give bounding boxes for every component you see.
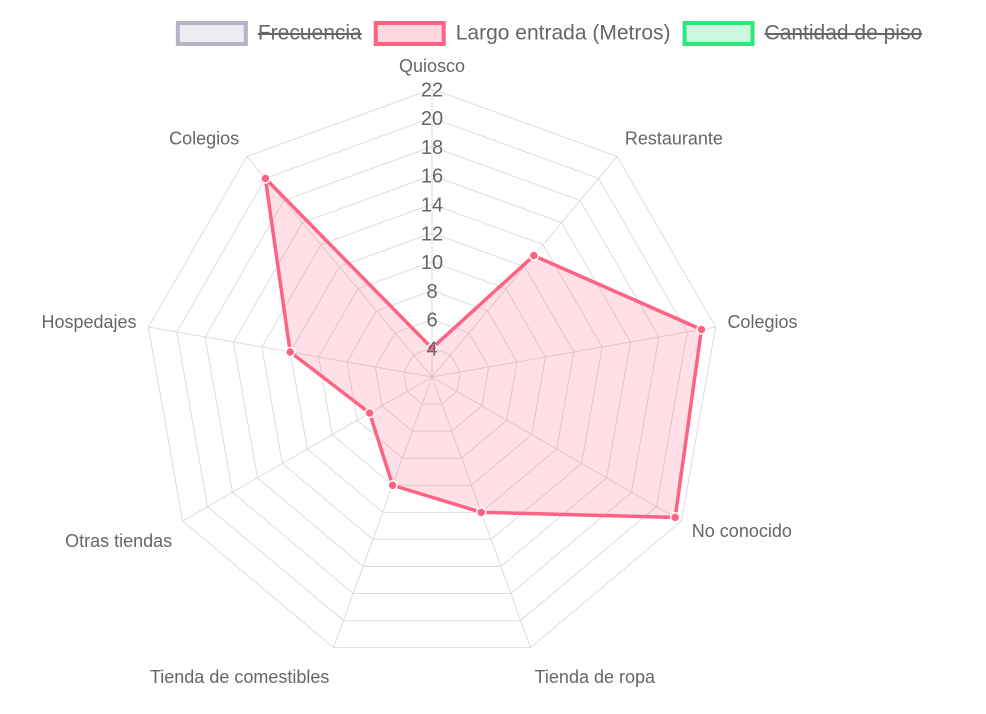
grid-line <box>147 88 717 649</box>
grid-line <box>176 117 688 622</box>
grid-line <box>403 347 461 405</box>
data-point <box>364 407 375 419</box>
legend-item[interactable]: Cantidad de piso <box>682 21 923 46</box>
point-label: Otras tiendas <box>65 531 172 551</box>
point-label: Tienda de ropa <box>535 667 656 687</box>
point-label: Colegios <box>169 128 239 148</box>
y-tick-label: 6 <box>426 310 437 332</box>
point-label: No conocido <box>692 521 792 541</box>
data-point <box>284 346 296 358</box>
data-point <box>696 324 707 335</box>
grid-line <box>374 318 490 432</box>
y-tick-label: 12 <box>421 223 443 245</box>
data-point <box>669 512 681 523</box>
grid-line <box>204 146 660 595</box>
y-tick-label: 16 <box>421 166 443 188</box>
point-label: Colegios <box>727 312 797 332</box>
y-tick-label: 18 <box>421 137 443 159</box>
y-tick-label: 14 <box>421 194 443 216</box>
legend-item[interactable]: Largo entrada (Metros) <box>373 21 671 46</box>
legend-label: Largo entrada (Metros) <box>456 22 671 45</box>
legend-swatch <box>175 21 248 46</box>
y-tick-label: 8 <box>426 281 437 303</box>
legend: Frecuencia Largo entrada (Metros) Cantidad… <box>175 21 923 46</box>
series-area <box>262 173 704 520</box>
data-point <box>387 480 398 491</box>
grid-line <box>318 261 546 486</box>
data-point <box>528 250 540 261</box>
data-point <box>476 507 487 518</box>
grid-line <box>261 203 603 540</box>
point-label: Restaurante <box>625 128 723 148</box>
legend-swatch <box>682 21 755 46</box>
data-point <box>260 173 271 184</box>
y-tick-label: 4 <box>426 338 437 360</box>
point-label: Tienda de comestibles <box>150 667 329 687</box>
data-point <box>426 342 438 354</box>
point-label: Hospedajes <box>41 312 136 332</box>
y-tick-label: 10 <box>421 252 443 274</box>
grid-line <box>289 232 575 513</box>
point-label: Quiosco <box>399 56 465 76</box>
y-tick-label: 22 <box>421 79 443 101</box>
grid <box>147 88 717 649</box>
legend-swatch <box>373 21 446 46</box>
legend-item[interactable]: Frecuencia <box>175 21 362 46</box>
y-tick-label: 20 <box>421 108 443 130</box>
grid-line <box>346 290 518 459</box>
